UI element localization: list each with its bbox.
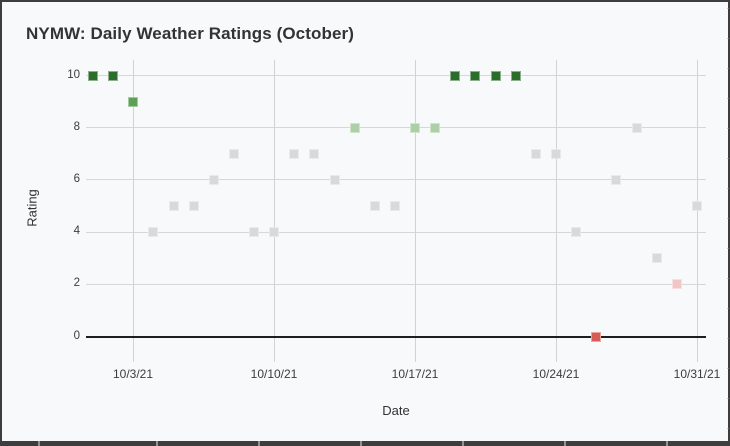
data-point-10-13-21[interactable] xyxy=(330,175,340,185)
data-point-10-12-21[interactable] xyxy=(309,149,319,159)
data-point-10-2-21[interactable] xyxy=(108,71,118,81)
y-tick-label: 2 xyxy=(73,277,80,289)
data-point-10-17-21[interactable] xyxy=(410,123,420,133)
data-point-10-10-21[interactable] xyxy=(269,227,279,237)
x-tick-label: 10/3/21 xyxy=(112,367,154,381)
data-point-10-5-21[interactable] xyxy=(169,201,179,211)
y-tick-label: 0 xyxy=(73,330,80,342)
h-gridline xyxy=(86,75,706,76)
data-point-10-15-21[interactable] xyxy=(370,201,380,211)
h-gridline xyxy=(86,127,706,128)
h-gridline xyxy=(86,232,706,233)
v-gridline xyxy=(697,60,698,362)
data-point-10-22-21[interactable] xyxy=(511,71,521,81)
data-point-10-8-21[interactable] xyxy=(229,149,239,159)
data-point-10-9-21[interactable] xyxy=(249,227,259,237)
x-tick-label: 10/10/21 xyxy=(250,367,298,381)
v-gridline xyxy=(274,60,275,362)
data-point-10-1-21[interactable] xyxy=(88,71,98,81)
h-gridline xyxy=(86,179,706,180)
y-axis-title: Rating xyxy=(24,189,40,227)
widget-border-left xyxy=(0,0,2,446)
data-point-10-16-21[interactable] xyxy=(390,201,400,211)
data-point-10-11-21[interactable] xyxy=(289,149,299,159)
v-gridline xyxy=(415,60,416,362)
x-tick-label: 10/17/21 xyxy=(391,367,439,381)
data-point-10-20-21[interactable] xyxy=(470,71,480,81)
widget-border-right xyxy=(728,0,730,446)
data-point-10-18-21[interactable] xyxy=(430,123,440,133)
data-point-10-23-21[interactable] xyxy=(531,149,541,159)
data-point-10-21-21[interactable] xyxy=(491,71,501,81)
y-tick-label: 8 xyxy=(73,121,80,133)
v-gridline xyxy=(556,60,557,362)
v-gridline xyxy=(133,60,134,362)
widget-border-top xyxy=(0,0,730,2)
data-point-10-6-21[interactable] xyxy=(189,201,199,211)
data-point-10-28-21[interactable] xyxy=(632,123,642,133)
data-point-10-27-21[interactable] xyxy=(611,175,621,185)
x-axis-title: Date xyxy=(382,403,410,418)
data-point-10-14-21[interactable] xyxy=(350,123,360,133)
data-point-10-24-21[interactable] xyxy=(551,149,561,159)
chart-title: NYMW: Daily Weather Ratings (October) xyxy=(26,24,355,43)
y-tick-label: 6 xyxy=(73,173,80,185)
data-point-10-26-21[interactable] xyxy=(591,332,601,342)
x-tick-label: 10/24/21 xyxy=(532,367,580,381)
data-point-10-29-21[interactable] xyxy=(652,253,662,263)
x-axis-line xyxy=(86,336,706,338)
h-gridline xyxy=(86,284,706,285)
data-point-10-19-21[interactable] xyxy=(450,71,460,81)
x-tick-label: 10/31/21 xyxy=(673,367,721,381)
data-point-10-4-21[interactable] xyxy=(148,227,158,237)
data-point-10-7-21[interactable] xyxy=(209,175,219,185)
data-point-10-30-21[interactable] xyxy=(672,279,682,289)
data-point-10-25-21[interactable] xyxy=(571,227,581,237)
data-point-10-31-21[interactable] xyxy=(692,201,702,211)
y-tick-label: 4 xyxy=(73,225,80,237)
data-point-10-3-21[interactable] xyxy=(128,97,138,107)
spreadsheet-row-edge xyxy=(0,441,730,446)
y-tick-label: 10 xyxy=(67,69,80,81)
spreadsheet-row-ticks xyxy=(727,8,729,434)
